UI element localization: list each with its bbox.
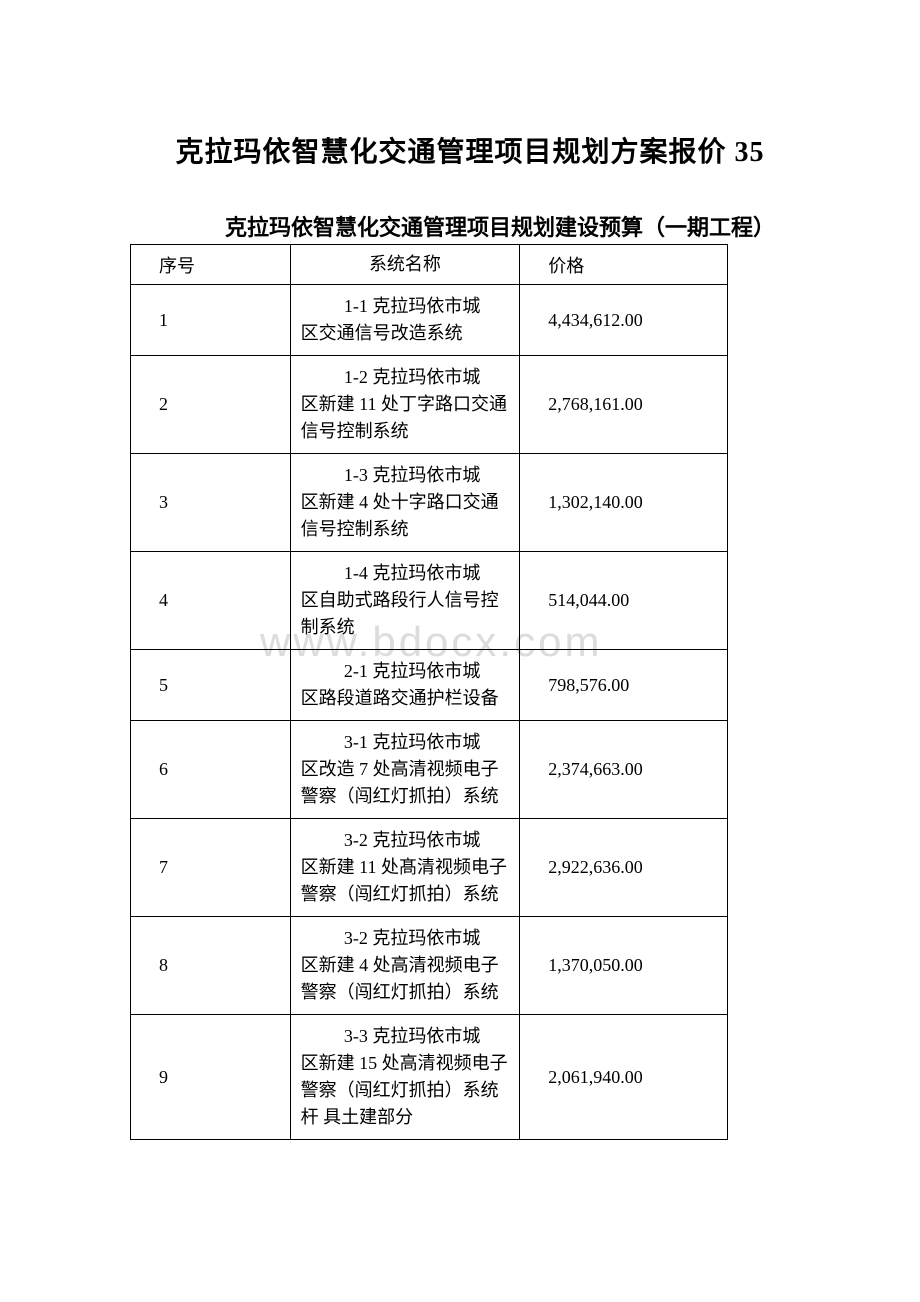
cell-name: 3-2 克拉玛依市城区新建 11 处髙清视频电子警察（闯红灯抓拍）系统 — [290, 819, 520, 917]
cell-price: 2,061,940.00 — [520, 1015, 728, 1140]
header-index: 序号 — [131, 245, 291, 285]
cell-price: 514,044.00 — [520, 552, 728, 650]
cell-price: 2,374,663.00 — [520, 721, 728, 819]
cell-price: 2,768,161.00 — [520, 356, 728, 454]
cell-name: 1-4 克拉玛依市城区自助式路段行人信号控制系统 — [290, 552, 520, 650]
cell-index: 9 — [131, 1015, 291, 1140]
cell-name: 1-3 克拉玛依市城区新建 4 处十字路口交通信号控制系统 — [290, 454, 520, 552]
table-header-row: 序号 系统名称 价格 — [131, 245, 728, 285]
cell-index: 4 — [131, 552, 291, 650]
header-price: 价格 — [520, 245, 728, 285]
cell-price: 798,576.00 — [520, 650, 728, 721]
table-row: 3 1-3 克拉玛依市城区新建 4 处十字路口交通信号控制系统 1,302,14… — [131, 454, 728, 552]
cell-name: 1-2 克拉玛依市城区新建 11 处丁字路口交通信号控制系统 — [290, 356, 520, 454]
cell-index: 6 — [131, 721, 291, 819]
table-row: 2 1-2 克拉玛依市城区新建 11 处丁字路口交通信号控制系统 2,768,1… — [131, 356, 728, 454]
cell-price: 1,370,050.00 — [520, 917, 728, 1015]
cell-index: 3 — [131, 454, 291, 552]
cell-index: 8 — [131, 917, 291, 1015]
cell-price: 2,922,636.00 — [520, 819, 728, 917]
budget-table: 序号 系统名称 价格 1 1-1 克拉玛依市城区交通信号改造系统 4,434,6… — [130, 244, 728, 1140]
cell-index: 5 — [131, 650, 291, 721]
header-name: 系统名称 — [290, 245, 520, 285]
cell-index: 7 — [131, 819, 291, 917]
table-row: 7 3-2 克拉玛依市城区新建 11 处髙清视频电子警察（闯红灯抓拍）系统 2,… — [131, 819, 728, 917]
cell-name: 3-1 克拉玛依市城区改造 7 处高清视频电子警察（闯红灯抓拍）系统 — [290, 721, 520, 819]
cell-name: 3-2 克拉玛依市城区新建 4 处高清视频电子警察（闯红灯抓拍）系统 — [290, 917, 520, 1015]
cell-price: 4,434,612.00 — [520, 285, 728, 356]
table-row: 8 3-2 克拉玛依市城区新建 4 处高清视频电子警察（闯红灯抓拍）系统 1,3… — [131, 917, 728, 1015]
cell-name: 3-3 克拉玛依市城区新建 15 处高清视频电子警察（闯红灯抓拍）系统杆 具土建… — [290, 1015, 520, 1140]
table-row: 1 1-1 克拉玛依市城区交通信号改造系统 4,434,612.00 — [131, 285, 728, 356]
main-title: 克拉玛依智慧化交通管理项目规划方案报价 35 — [130, 130, 810, 170]
table-row: 5 2-1 克拉玛依市城区路段道路交通护栏设备 798,576.00 — [131, 650, 728, 721]
sub-title: 克拉玛依智慧化交通管理项目规划建设预算（一期工程） — [190, 210, 810, 242]
table-row: 6 3-1 克拉玛依市城区改造 7 处高清视频电子警察（闯红灯抓拍）系统 2,3… — [131, 721, 728, 819]
cell-index: 1 — [131, 285, 291, 356]
table-row: 4 1-4 克拉玛依市城区自助式路段行人信号控制系统 514,044.00 — [131, 552, 728, 650]
cell-price: 1,302,140.00 — [520, 454, 728, 552]
cell-name: 2-1 克拉玛依市城区路段道路交通护栏设备 — [290, 650, 520, 721]
cell-index: 2 — [131, 356, 291, 454]
cell-name: 1-1 克拉玛依市城区交通信号改造系统 — [290, 285, 520, 356]
table-body: 1 1-1 克拉玛依市城区交通信号改造系统 4,434,612.00 2 1-2… — [131, 285, 728, 1140]
table-row: 9 3-3 克拉玛依市城区新建 15 处高清视频电子警察（闯红灯抓拍）系统杆 具… — [131, 1015, 728, 1140]
